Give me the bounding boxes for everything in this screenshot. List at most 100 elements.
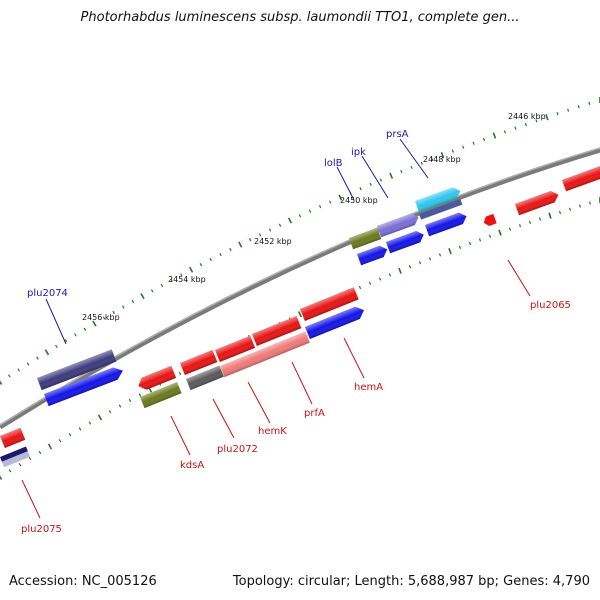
- tick-mark: [287, 217, 293, 224]
- reverse-leaders: [21, 259, 531, 519]
- tick-mark: [297, 311, 303, 318]
- tick-mark: [508, 227, 512, 231]
- tick-mark: [438, 253, 442, 257]
- tick-mark: [488, 234, 492, 238]
- tick-mark: [379, 178, 383, 182]
- tick-mark: [528, 220, 532, 224]
- tick-mark: [209, 257, 212, 262]
- tick-mark: [431, 157, 434, 161]
- tick-mark: [55, 344, 58, 349]
- tick-mark: [492, 132, 497, 139]
- gene-plu2075[interactable]: [0, 427, 26, 449]
- tick-mark: [451, 149, 454, 153]
- tick-mark: [389, 172, 394, 179]
- tick-mark: [128, 398, 132, 403]
- gene-prfA[interactable]: [252, 316, 302, 347]
- tick-mark: [535, 119, 538, 123]
- tick-mark: [108, 410, 112, 414]
- tick-mark: [18, 463, 22, 467]
- tick-mark: [410, 165, 413, 170]
- tick-mark: [150, 289, 154, 293]
- tick-mark: [418, 261, 422, 265]
- gene-plu2074-b[interactable]: [44, 365, 125, 407]
- tick-mark: [188, 266, 194, 273]
- gene-hemA[interactable]: [300, 287, 359, 322]
- tick-label-2448: 2448 kbp: [423, 155, 461, 164]
- gene-fwd-blue-3[interactable]: [425, 211, 469, 237]
- gene-rev-green[interactable]: [140, 382, 182, 409]
- gene-rev-gray[interactable]: [186, 365, 224, 391]
- gene-ipk[interactable]: [377, 212, 421, 238]
- gene-plu2072[interactable]: [180, 349, 218, 376]
- tick-mark: [358, 285, 362, 290]
- tick-mark: [8, 469, 12, 473]
- tick-mark: [17, 368, 21, 372]
- gene-prsA[interactable]: [415, 185, 462, 213]
- forward-genes: [0, 163, 600, 449]
- gene-hemA-b[interactable]: [305, 304, 366, 340]
- tick-mark: [83, 327, 87, 331]
- tick-mark: [36, 356, 39, 360]
- tick-mark: [503, 130, 506, 134]
- tick-mark: [428, 257, 432, 261]
- gene-fwd-red-1[interactable]: [515, 189, 560, 216]
- forward-leaders: [45, 138, 429, 345]
- tick-label-2456: 2456 kbp: [82, 313, 120, 322]
- label-kdsA: kdsA: [180, 460, 204, 471]
- tick-mark: [64, 339, 68, 343]
- tick-mark: [44, 349, 50, 356]
- tick-mark: [121, 305, 125, 309]
- forward-labels: plu2074 lolB ipk prsA: [27, 129, 409, 299]
- tick-mark: [329, 200, 332, 204]
- tick-mark: [140, 293, 145, 300]
- tick-mark: [369, 182, 372, 186]
- tick-mark: [68, 433, 72, 437]
- tick-mark: [514, 126, 517, 130]
- label-ipk: ipk: [351, 147, 366, 158]
- label-hemA: hemA: [354, 382, 383, 393]
- accession-text: Accession: NC_005126: [9, 574, 157, 589]
- tick-mark: [378, 277, 382, 281]
- tick-mark: [408, 265, 412, 269]
- tick-mark: [318, 204, 322, 209]
- tick-mark: [388, 273, 392, 277]
- tick-mark: [420, 161, 423, 165]
- label-prsA: prsA: [386, 129, 409, 140]
- tick-mark: [268, 228, 272, 232]
- tick-mark: [458, 245, 462, 249]
- tick-mark: [258, 233, 262, 237]
- tick-mark: [58, 438, 62, 443]
- gene-kdsA[interactable]: [136, 365, 177, 392]
- tick-mark: [548, 212, 552, 219]
- tick-mark: [398, 267, 402, 274]
- label-hemK: hemK: [258, 426, 287, 437]
- tick-mark: [112, 310, 115, 315]
- gene-hemK[interactable]: [215, 335, 256, 363]
- gene-fwd-blue-1[interactable]: [357, 244, 389, 266]
- gene-rev-plu2075-b[interactable]: [0, 446, 31, 468]
- gene-fwd-blue-2[interactable]: [386, 229, 426, 254]
- gene-lolB[interactable]: [349, 227, 382, 250]
- tick-mark: [448, 248, 452, 255]
- tick-mark: [238, 241, 243, 248]
- tick-mark: [368, 281, 372, 285]
- tick-mark: [160, 283, 164, 288]
- tick-mark: [482, 137, 486, 142]
- tick-mark: [567, 108, 570, 112]
- map-title: Photorhabdus luminescens subsp. laumondi…: [80, 10, 520, 25]
- gene-rev-pink[interactable]: [220, 331, 310, 378]
- label-plu2065: plu2065: [530, 300, 571, 311]
- gene-rev-plu2065[interactable]: [482, 213, 497, 228]
- topology-text: Topology: circular; Length: 5,688,987 bp…: [232, 574, 590, 589]
- gene-prsA-b[interactable]: [419, 198, 463, 220]
- tick-mark: [78, 427, 82, 431]
- gene-fwd-red-2[interactable]: [562, 163, 600, 192]
- tick-mark: [518, 224, 522, 228]
- tick-mark: [589, 201, 591, 205]
- tick-mark: [538, 217, 542, 221]
- tick-mark: [308, 209, 312, 213]
- tick-mark: [472, 141, 475, 145]
- tick-mark: [359, 187, 362, 191]
- gene-plu2074[interactable]: [36, 349, 117, 391]
